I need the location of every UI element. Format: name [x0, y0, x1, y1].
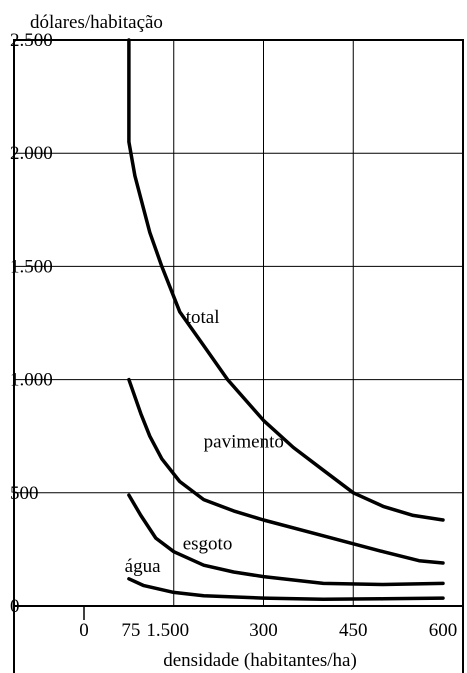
x-tick-label: 300	[249, 620, 278, 641]
y-tick-label: 1.000	[10, 370, 53, 391]
y-tick-label: 2.000	[10, 143, 53, 164]
y-tick-label: 2.500	[10, 30, 53, 51]
gridlines	[14, 39, 463, 606]
y-axis-label: dólares/habitação	[30, 12, 163, 33]
series-label: total	[186, 307, 220, 328]
series-line-1	[127, 377, 445, 565]
series-lines: total pavimento esgoto água	[125, 38, 445, 601]
x-tick-label: 0	[79, 620, 89, 641]
series-label: pavimento	[204, 432, 284, 453]
series-line-3	[127, 577, 445, 601]
y-tick-label: 500	[10, 483, 39, 504]
plot-frame	[13, 39, 464, 607]
tick-labels: 0 500 1.000 1.500 2.000 2.500 0 75 1.500 300 450 60…	[10, 30, 457, 641]
series-line-2	[127, 493, 445, 587]
x-tick-label: 600	[429, 620, 458, 641]
series-label: água	[125, 556, 161, 577]
x-tick-label: 75	[121, 620, 140, 641]
series-line-0	[127, 38, 445, 522]
frame	[13, 39, 464, 673]
x-tick-label: 1.500	[146, 620, 189, 641]
x-axis-label: densidade (habitantes/ha)	[163, 650, 357, 671]
y-tick-label: 0	[10, 596, 20, 617]
series-label: esgoto	[183, 533, 233, 554]
y-tick-label: 1.500	[10, 256, 53, 277]
x-tick-label: 450	[339, 620, 368, 641]
